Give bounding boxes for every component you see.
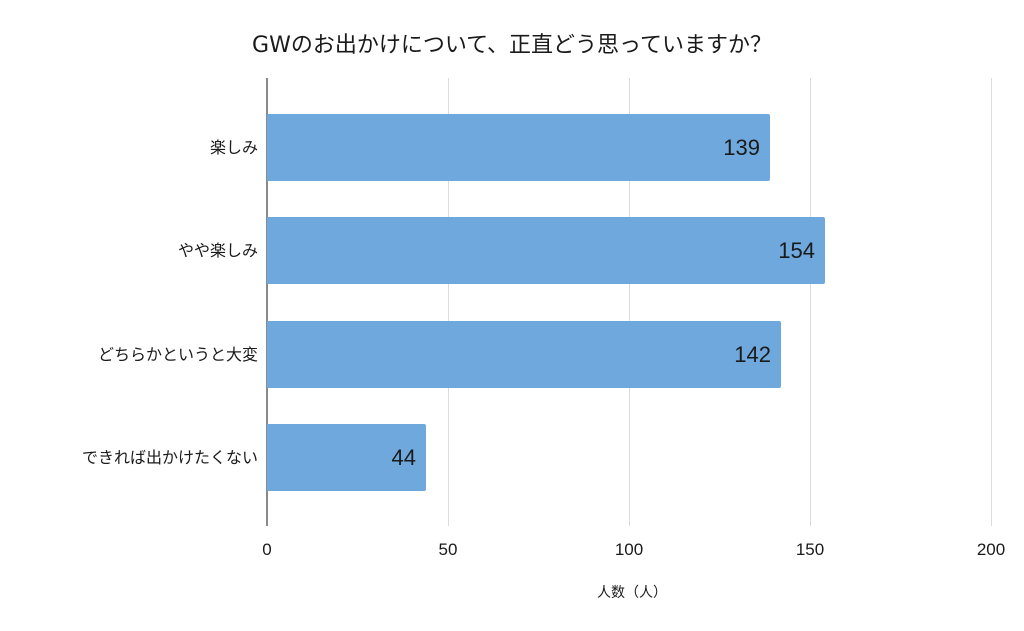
y-axis-line xyxy=(266,78,268,526)
x-tick-label: 50 xyxy=(438,540,458,559)
category-label: どちらかというと大変 xyxy=(97,345,258,364)
x-tick-label: 150 xyxy=(795,540,825,559)
gridline-50 xyxy=(448,78,449,526)
bar-dochiraka-taihen: 142 xyxy=(267,321,781,388)
bar-value-label: 154 xyxy=(778,238,815,263)
x-tick-label: 100 xyxy=(614,540,644,559)
x-axis-title: 人数（人） xyxy=(597,585,667,601)
x-tick-label: 0 xyxy=(262,540,272,559)
category-label: やや楽しみ xyxy=(177,241,258,260)
chart-title: GWのお出かけについて、正直どう思っていますか？ xyxy=(252,33,772,58)
x-tick-label: 200 xyxy=(976,540,1006,559)
bar-value-label: 139 xyxy=(723,135,760,160)
category-label: できれば出かけたくない xyxy=(81,448,258,467)
gridline-150 xyxy=(810,78,811,526)
bar-dekireba-dekaketakunai: 44 xyxy=(267,424,426,491)
category-label: 楽しみ xyxy=(209,138,258,157)
bar-value-label: 142 xyxy=(734,342,771,367)
bar-value-label: 44 xyxy=(391,445,416,470)
bar-tanoshimi: 139 xyxy=(267,114,770,181)
gridline-100 xyxy=(629,78,630,526)
gridline-200 xyxy=(991,78,992,526)
bar-yaya-tanoshimi: 154 xyxy=(267,217,825,284)
